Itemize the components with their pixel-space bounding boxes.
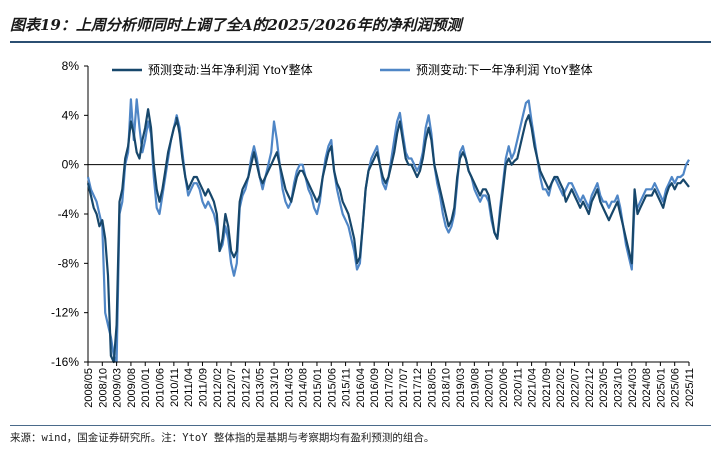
- x-tick-label: 2013/05: [255, 368, 267, 408]
- x-tick-label: 2017/07: [398, 368, 410, 408]
- x-tick-label: 2017/12: [412, 368, 424, 408]
- x-tick-label: 2010/01: [140, 368, 152, 408]
- x-tick-label: 2025/06: [670, 368, 682, 408]
- x-tick-label: 2012/02: [212, 368, 224, 408]
- x-tick-label: 2014/08: [298, 368, 310, 408]
- y-tick-label: 8%: [62, 59, 80, 73]
- series-line-current-year: [86, 108, 690, 364]
- x-tick-label: 2020/01: [484, 368, 496, 408]
- x-tick-label: 2012/12: [240, 368, 252, 408]
- x-tick-label: 2022/12: [584, 368, 596, 408]
- series-lines: [86, 98, 690, 364]
- x-tick-label: 2017/02: [384, 368, 396, 408]
- y-axis: 8% 4% 0% -4% -8% -12% -16%: [51, 59, 89, 369]
- x-tick-label: 2015/06: [326, 368, 338, 408]
- x-tick-label: 2010/06: [155, 368, 167, 408]
- series-line-next-year: [86, 98, 690, 364]
- legend-label: 预测变动:下一年净利润 YtoY整体: [416, 62, 593, 77]
- x-tick-label: 2010/11: [169, 368, 181, 407]
- x-tick-label: 2019/08: [469, 368, 481, 408]
- x-tick-label: 2025/11: [684, 368, 696, 407]
- x-tick-label: 2016/09: [369, 368, 381, 408]
- x-tick-label: 2016/04: [355, 368, 367, 408]
- x-tick-label: 2008/10: [97, 368, 109, 408]
- y-tick-label: 0%: [62, 158, 80, 172]
- x-tick-label: 2009/08: [126, 368, 138, 408]
- x-tick-label: 2020/11: [512, 368, 524, 407]
- x-tick-label: 2021/04: [527, 368, 539, 408]
- chart-title: 图表19：上周分析师同时上调了全A的2025/2026年的净利润预测: [10, 16, 462, 34]
- source-rule: [10, 425, 711, 426]
- x-tick-label: 2018/05: [426, 368, 438, 408]
- y-tick-label: -12%: [51, 306, 79, 320]
- x-tick-label: 2024/03: [627, 368, 639, 408]
- y-tick-label: -8%: [58, 256, 80, 270]
- x-tick-label: 2015/01: [312, 368, 324, 408]
- x-tick-label: 2023/10: [612, 368, 624, 408]
- title-rule: [10, 41, 711, 43]
- legend: 预测变动:当年净利润 YtoY整体 预测变动:下一年净利润 YtoY整体: [112, 62, 593, 77]
- x-tick-label: 2023/05: [598, 368, 610, 408]
- y-tick-label: -4%: [58, 207, 80, 221]
- x-tick-label: 2024/08: [641, 368, 653, 408]
- x-tick-label: 2009/03: [112, 368, 124, 408]
- x-tick-label: 2020/06: [498, 368, 510, 408]
- x-tick-label: 2021/09: [541, 368, 553, 408]
- x-axis: 2008/05 2008/10 2009/03 2009/08 2010/01 2010/…: [83, 361, 696, 408]
- y-tick-label: 4%: [62, 108, 80, 122]
- x-tick-label: 2011/09: [197, 368, 209, 407]
- legend-label: 预测变动:当年净利润 YtoY整体: [148, 62, 313, 77]
- x-tick-label: 2019/03: [455, 368, 467, 408]
- x-tick-label: 2013/10: [269, 368, 281, 408]
- y-tick-label: -16%: [51, 355, 79, 369]
- x-tick-label: 2012/07: [226, 368, 238, 408]
- x-tick-label: 2025/01: [655, 368, 667, 408]
- x-tick-label: 2018/10: [441, 368, 453, 408]
- x-tick-label: 2008/05: [83, 368, 95, 408]
- x-tick-label: 2022/02: [555, 368, 567, 408]
- x-tick-label: 2014/03: [283, 368, 295, 408]
- x-tick-label: 2011/04: [183, 368, 195, 407]
- x-tick-label: 2015/11: [341, 368, 353, 407]
- source-note: 来源：wind，国金证券研究所。注：YtoY 整体指的是基期与考察期均有盈利预测…: [10, 432, 435, 444]
- x-tick-label: 2022/07: [570, 368, 582, 408]
